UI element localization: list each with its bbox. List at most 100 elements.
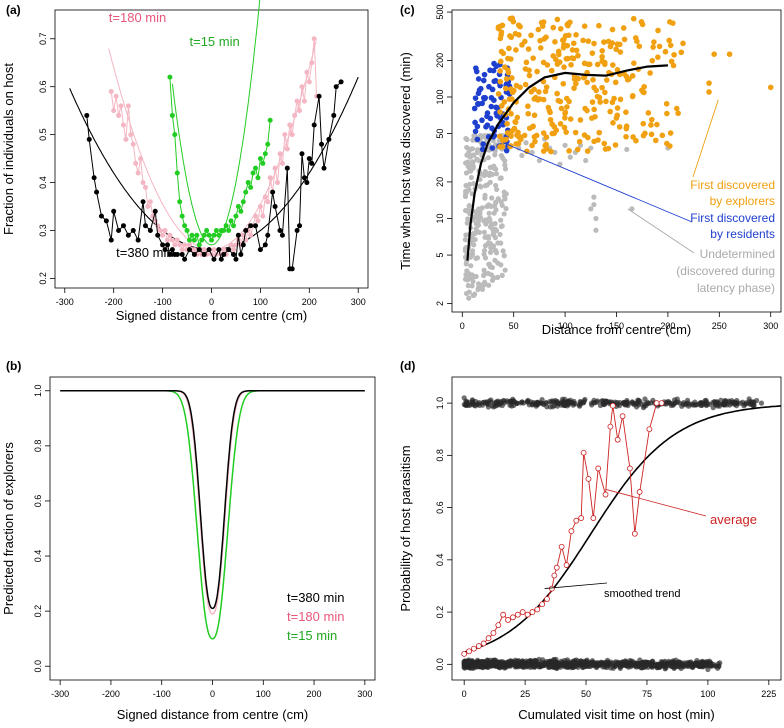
legend-entry: t=380 min xyxy=(287,590,344,605)
average-point xyxy=(614,436,621,443)
data-point-parasitized xyxy=(544,404,550,410)
data-point-undetermined xyxy=(465,283,471,289)
data-point-explorers xyxy=(507,56,514,62)
data-point-undetermined xyxy=(466,270,472,277)
series-line xyxy=(110,38,318,256)
data-point-explorers xyxy=(557,25,564,32)
x-tick-label: 300 xyxy=(763,321,778,331)
data-point-undetermined xyxy=(490,231,497,238)
data-point-explorers xyxy=(706,80,712,86)
data-point-parasitized xyxy=(594,398,600,404)
data-point-explorers xyxy=(543,134,550,140)
data-point xyxy=(260,160,266,166)
data-point-explorers xyxy=(711,51,717,58)
average-point xyxy=(627,465,633,472)
data-point-parasitized xyxy=(642,396,648,402)
data-point-explorers xyxy=(601,39,607,45)
data-point xyxy=(233,213,239,219)
data-point-explorers xyxy=(584,107,590,114)
data-point xyxy=(306,79,312,85)
x-tick-label: -100 xyxy=(153,689,171,699)
data-point xyxy=(309,160,315,166)
data-point xyxy=(294,227,300,233)
data-point xyxy=(248,184,254,190)
fit-curve xyxy=(108,40,317,251)
data-point-explorers xyxy=(573,80,579,87)
x-tick-label: -200 xyxy=(102,689,120,699)
data-point xyxy=(299,151,305,157)
average-point xyxy=(609,402,616,409)
data-point-explorers xyxy=(535,26,542,33)
data-point-parasitized xyxy=(476,402,483,408)
data-point xyxy=(316,93,322,99)
average-line xyxy=(463,402,662,655)
data-point-explorers xyxy=(498,48,505,55)
data-point-unparasitized xyxy=(648,663,654,669)
data-point xyxy=(164,242,170,248)
data-point-explorers xyxy=(680,40,686,47)
series-line xyxy=(169,77,271,247)
data-point xyxy=(191,251,197,257)
x-tick-label: 25 xyxy=(520,689,530,699)
data-point-residents xyxy=(480,141,487,147)
data-point-undetermined xyxy=(467,154,473,160)
data-point xyxy=(206,232,212,238)
data-point-unparasitized xyxy=(528,663,535,669)
data-point-explorers xyxy=(506,45,512,52)
smoothed-trend-curve xyxy=(463,405,782,653)
data-point-undetermined xyxy=(471,133,477,139)
data-point-undetermined xyxy=(629,206,635,212)
data-point-explorers xyxy=(506,96,513,103)
data-point-explorers xyxy=(514,132,520,138)
data-point-undetermined xyxy=(487,164,493,170)
data-point xyxy=(120,223,126,229)
data-point-parasitized xyxy=(668,402,674,409)
data-point xyxy=(179,251,185,257)
data-point xyxy=(226,227,232,233)
data-point-parasitized xyxy=(514,400,520,406)
data-point-parasitized xyxy=(692,399,698,405)
data-point-undetermined xyxy=(482,243,489,249)
data-point-explorers xyxy=(555,48,562,55)
data-point-undetermined xyxy=(499,202,505,208)
data-point-unparasitized xyxy=(539,657,546,663)
data-point-undetermined xyxy=(475,285,482,291)
data-point-explorers xyxy=(629,93,636,100)
x-tick-label: 100 xyxy=(700,689,715,699)
data-point-explorers xyxy=(585,61,592,68)
data-point-explorers xyxy=(561,36,567,43)
data-point-explorers xyxy=(655,27,661,34)
data-point-explorers xyxy=(514,114,521,121)
data-point-explorers xyxy=(591,84,597,91)
data-point-explorers xyxy=(648,116,655,123)
data-point xyxy=(169,247,175,253)
data-point-explorers xyxy=(495,91,502,97)
data-point-undetermined xyxy=(470,163,476,169)
data-point xyxy=(297,223,303,229)
data-point-explorers xyxy=(645,110,652,116)
average-point xyxy=(524,611,531,618)
data-point-explorers xyxy=(668,58,675,65)
data-point-explorers xyxy=(591,106,597,113)
legend-entry: t=180 min xyxy=(287,609,344,624)
data-point-explorers xyxy=(706,89,712,95)
data-point-unparasitized xyxy=(557,662,563,668)
data-point xyxy=(275,180,281,186)
x-axis-label: Signed distance from centre (cm) xyxy=(116,308,307,323)
data-point-residents xyxy=(482,95,489,101)
data-point-residents xyxy=(489,145,496,151)
x-tick-label: 50 xyxy=(509,321,519,331)
data-point-undetermined xyxy=(467,181,473,187)
data-point-undetermined xyxy=(469,283,475,289)
data-point-unparasitized xyxy=(689,660,695,667)
x-tick-label: 0 xyxy=(210,689,215,699)
data-point xyxy=(700,661,706,667)
data-point-explorers xyxy=(648,131,655,138)
data-point xyxy=(169,237,175,243)
data-point-explorers xyxy=(662,48,669,55)
data-point-explorers xyxy=(548,148,554,155)
data-point-explorers xyxy=(503,76,510,82)
average-point xyxy=(485,635,492,642)
data-point-explorers xyxy=(623,133,629,140)
data-point xyxy=(194,232,200,238)
